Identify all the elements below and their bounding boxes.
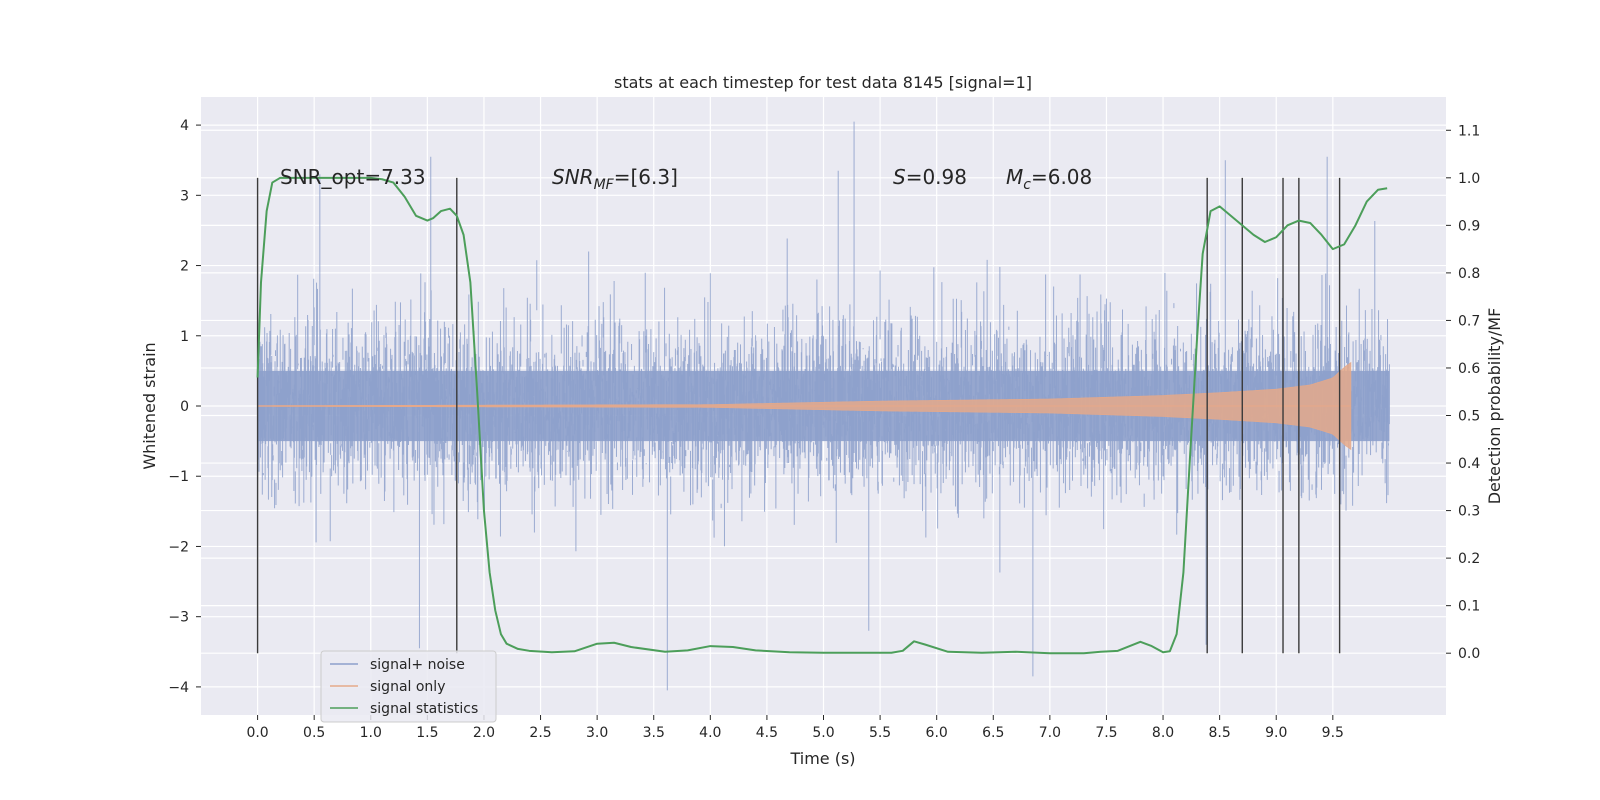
- x-tick-label: 2.0: [473, 725, 495, 741]
- annotation-mc-value: =6.08: [1031, 165, 1092, 189]
- x-tick-label: 5.0: [812, 725, 834, 741]
- x-tick-label: 3.0: [586, 725, 608, 741]
- signal-statistics-line: [256, 176, 1388, 655]
- legend-box: [320, 650, 497, 723]
- x-tick-label: 0.0: [246, 725, 268, 741]
- annotation-snr-mf-sub: MF: [594, 177, 615, 193]
- y-tick-label: −2: [168, 539, 189, 555]
- y2-tick-label: 0.2: [1458, 551, 1480, 567]
- x-tick-label: 0.5: [303, 725, 325, 741]
- y-tick-label: −1: [168, 469, 189, 485]
- y2-tick-label: 0.9: [1458, 218, 1480, 234]
- legend-label-signal-noise: signal+ noise: [370, 657, 465, 673]
- y-tick-label: −4: [168, 680, 189, 696]
- y2-tick-label: 0.7: [1458, 313, 1480, 329]
- y2-axis-label: Detection probability/MF: [1485, 308, 1504, 505]
- annotation-s-prefix: S: [893, 165, 906, 189]
- annotation-snr-opt: SNR_opt=7.33: [280, 165, 426, 189]
- y2-tick-label: 0.3: [1458, 504, 1480, 520]
- annotation-snr-mf: SNRMF=[6.3]: [552, 165, 678, 193]
- y2-tick-label: 0.1: [1458, 599, 1480, 615]
- y2-tick-label: 1.0: [1458, 171, 1480, 187]
- y-tick-label: 0: [180, 399, 189, 415]
- x-tick-label: 8.0: [1152, 725, 1174, 741]
- legend-label-signal-statistics: signal statistics: [370, 701, 478, 717]
- annotation-s: S=0.98: [893, 165, 967, 189]
- y-tick-label: 3: [180, 188, 189, 204]
- legend: signal+ noise signal only signal statist…: [320, 650, 497, 723]
- x-tick-label: 7.5: [1095, 725, 1117, 741]
- x-tick-label: 9.5: [1322, 725, 1344, 741]
- y-tick-label: 1: [180, 329, 189, 345]
- y2-tick-label: 0.6: [1458, 361, 1480, 377]
- x-tick-label: 8.5: [1209, 725, 1231, 741]
- y2-tick-label: 0.5: [1458, 409, 1480, 425]
- y-axis-label: Whitened strain: [140, 342, 159, 469]
- y-tick-label: 2: [180, 259, 189, 275]
- y2-tick-label: 0.0: [1458, 646, 1480, 662]
- annotation-s-value: =0.98: [906, 165, 967, 189]
- y-axis-ticks: −4 −3 −2 −1 0 1 2 3 4: [168, 118, 201, 696]
- annotation-snr-mf-value: =[6.3]: [614, 165, 678, 189]
- annotation-snr-mf-prefix: SNR: [552, 165, 594, 189]
- x-tick-label: 2.5: [529, 725, 551, 741]
- x-tick-label: 5.5: [869, 725, 891, 741]
- x-tick-label: 7.0: [1039, 725, 1061, 741]
- annotation-mc: Mc=6.08: [1006, 165, 1092, 193]
- x-tick-label: 4.0: [699, 725, 721, 741]
- y2-tick-label: 0.8: [1458, 266, 1480, 282]
- signal-statistics-series: [256, 176, 1388, 655]
- annotation-mc-sub: c: [1023, 177, 1031, 193]
- y2-axis-ticks: 0.0 0.1 0.2 0.3 0.4 0.5 0.6 0.7 0.8 0.9 1.0 1.1: [1446, 123, 1480, 662]
- x-axis-ticks: 0.0 0.5 1.0 1.5 2.0 2.5 3.0 3.5 4.0 4.5 5.0 5.5 6.0 6…: [246, 715, 1344, 741]
- x-tick-label: 6.0: [926, 725, 948, 741]
- y2-tick-label: 1.1: [1458, 123, 1480, 139]
- x-tick-label: 9.0: [1265, 725, 1287, 741]
- annotation-mc-prefix: M: [1006, 165, 1023, 189]
- chart-title: stats at each timestep for test data 814…: [614, 73, 1032, 92]
- signal-only-series: [257, 361, 1352, 451]
- x-tick-label: 3.5: [643, 725, 665, 741]
- x-axis-label: Time (s): [789, 749, 855, 768]
- x-tick-label: 4.5: [756, 725, 778, 741]
- vertical-markers: [256, 177, 1341, 654]
- y-tick-label: −3: [168, 610, 189, 626]
- x-tick-label: 1.0: [360, 725, 382, 741]
- y2-tick-label: 0.4: [1458, 456, 1480, 472]
- y-tick-label: 4: [180, 118, 189, 134]
- x-tick-label: 1.5: [416, 725, 438, 741]
- legend-label-signal-only: signal only: [370, 679, 445, 695]
- x-tick-label: 6.5: [982, 725, 1004, 741]
